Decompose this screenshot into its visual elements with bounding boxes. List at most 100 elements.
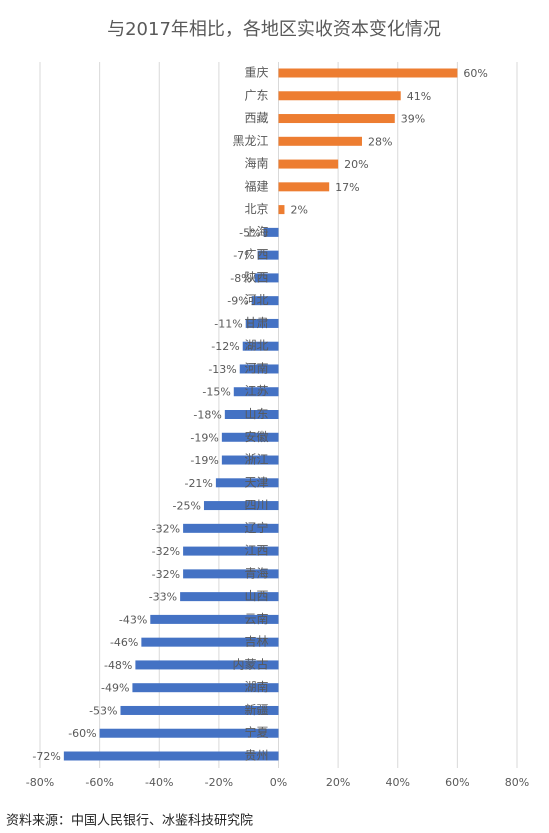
category-label: 内蒙古: [232, 656, 268, 671]
value-label: -13%: [208, 363, 236, 376]
x-tick-label: -60%: [85, 776, 113, 789]
value-label: -48%: [104, 659, 132, 672]
value-label: -32%: [152, 568, 180, 581]
category-label: 贵州: [244, 749, 268, 763]
value-label: -32%: [152, 522, 180, 535]
category-label: 上海: [244, 224, 268, 239]
category-label: 江西: [244, 544, 268, 558]
bar: [233, 387, 279, 397]
category-label: 江苏: [244, 384, 268, 398]
value-label: -72%: [32, 750, 60, 763]
bar: [257, 250, 279, 260]
source-note: 资料来源：中国人民银行、冰鉴科技研究院: [6, 814, 253, 829]
value-label: 28%: [368, 135, 392, 148]
category-label: 广西: [244, 248, 268, 262]
value-label: 60%: [463, 67, 487, 80]
category-label: 陕西: [244, 269, 268, 284]
x-tick-label: 0%: [270, 776, 287, 789]
bar: [278, 182, 330, 192]
bar: [99, 728, 279, 738]
category-label: 青海: [244, 565, 268, 580]
bar: [245, 318, 279, 328]
value-label: -12%: [211, 340, 239, 353]
value-label: -11%: [214, 317, 242, 330]
category-label: 安徽: [244, 429, 268, 444]
bar: [183, 523, 279, 533]
value-label: -18%: [193, 409, 221, 422]
value-label: -5%: [239, 226, 260, 239]
bar: [180, 592, 279, 602]
bar: [215, 478, 279, 488]
bar: [221, 432, 279, 442]
x-tick-label: 60%: [445, 776, 469, 789]
value-label: 39%: [401, 113, 425, 126]
value-label: -9%: [227, 295, 248, 308]
category-label: 吉林: [244, 635, 268, 649]
category-label: 西藏: [244, 111, 268, 125]
category-label: 福建: [244, 178, 268, 193]
category-label: 浙江: [244, 453, 268, 467]
value-label: -21%: [184, 477, 212, 490]
category-label: 北京: [244, 202, 268, 216]
category-label: 湖南: [244, 679, 268, 694]
value-label: -49%: [101, 682, 129, 695]
value-label: -46%: [110, 636, 138, 649]
value-label: -33%: [149, 591, 177, 604]
chart-title: 与2017年相比，各地区实收资本变化情况: [107, 19, 441, 40]
category-label: 新疆: [244, 702, 268, 717]
bar: [183, 546, 279, 556]
bar: [242, 341, 279, 351]
category-label: 山东: [244, 407, 268, 421]
bar: [263, 227, 279, 237]
bar: [251, 296, 279, 306]
x-tick-label: 80%: [505, 776, 529, 789]
x-tick-label: -80%: [26, 776, 54, 789]
bar: [141, 637, 279, 647]
bar: [120, 705, 279, 715]
value-label: -60%: [68, 727, 96, 740]
category-label: 广东: [244, 88, 268, 102]
bar: [278, 205, 285, 215]
bar: [278, 68, 458, 78]
value-label: -8%: [230, 272, 251, 285]
category-label: 四川: [244, 498, 268, 512]
value-label: -7%: [233, 249, 254, 262]
bar: [132, 683, 279, 693]
value-label: 20%: [344, 158, 368, 171]
bar: [278, 114, 395, 124]
category-label: 湖北: [244, 338, 268, 353]
bar: [278, 159, 339, 169]
value-label: -53%: [89, 704, 117, 717]
value-label: -32%: [152, 545, 180, 558]
category-label: 云南: [244, 611, 268, 626]
value-label: 41%: [407, 90, 431, 103]
bar: [150, 614, 279, 624]
category-label: 天津: [244, 475, 268, 489]
bar: [135, 660, 279, 670]
category-label: 甘肃: [244, 316, 268, 330]
value-label: -25%: [173, 500, 201, 513]
value-label: -43%: [119, 613, 147, 626]
bar: [239, 364, 279, 374]
bar: [224, 410, 279, 419]
category-label: 山西: [244, 589, 268, 603]
category-label: 辽宁: [244, 520, 268, 535]
bar: [278, 91, 401, 101]
x-tick-label: -40%: [145, 776, 173, 789]
value-label: -19%: [190, 454, 218, 467]
value-label: -15%: [202, 386, 230, 399]
value-label: -19%: [190, 431, 218, 444]
category-label: 河北: [244, 293, 268, 307]
value-label: 17%: [335, 181, 359, 194]
bar: [221, 455, 279, 465]
x-tick-label: 40%: [386, 776, 410, 789]
bar: [183, 569, 279, 579]
category-label: 宁夏: [244, 725, 268, 740]
bar: [278, 136, 362, 146]
category-label: 河南: [244, 360, 268, 375]
bar: [254, 273, 279, 283]
category-label: 重庆: [244, 66, 268, 80]
category-label: 黑龙江: [232, 134, 268, 148]
x-tick-label: 20%: [326, 776, 350, 789]
